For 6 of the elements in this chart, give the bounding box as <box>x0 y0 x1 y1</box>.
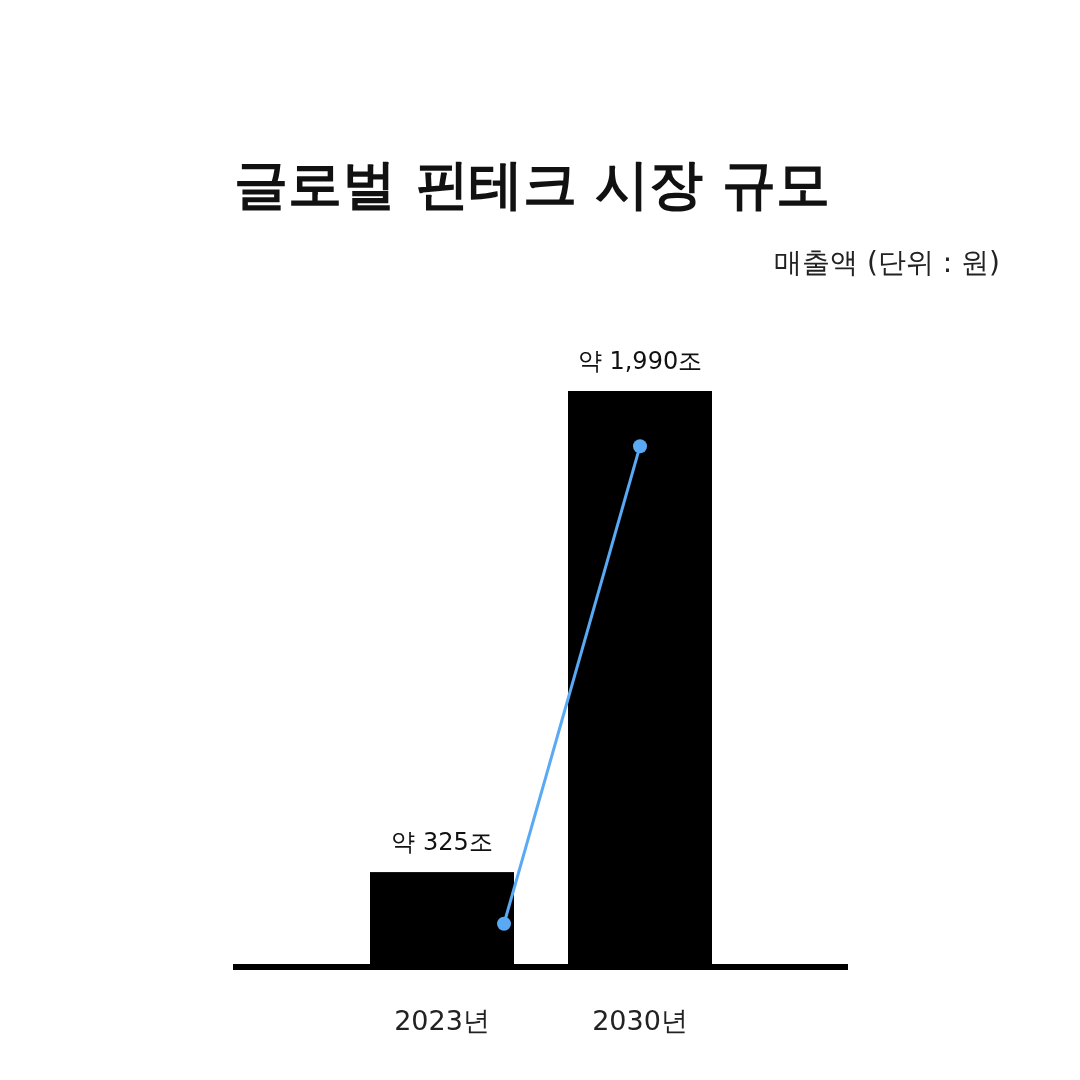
data-label: 약 1,990조 <box>577 347 703 375</box>
data-label: 약 325조 <box>391 828 493 857</box>
x-tick-label: 2023년 <box>394 1005 490 1036</box>
x-tick-label: 2030년 <box>592 1005 688 1036</box>
chart-subtitle: 매출액 (단위 : 원) <box>774 246 1000 279</box>
chart-title: 글로벌 핀테크 시장 규모 <box>233 153 831 216</box>
